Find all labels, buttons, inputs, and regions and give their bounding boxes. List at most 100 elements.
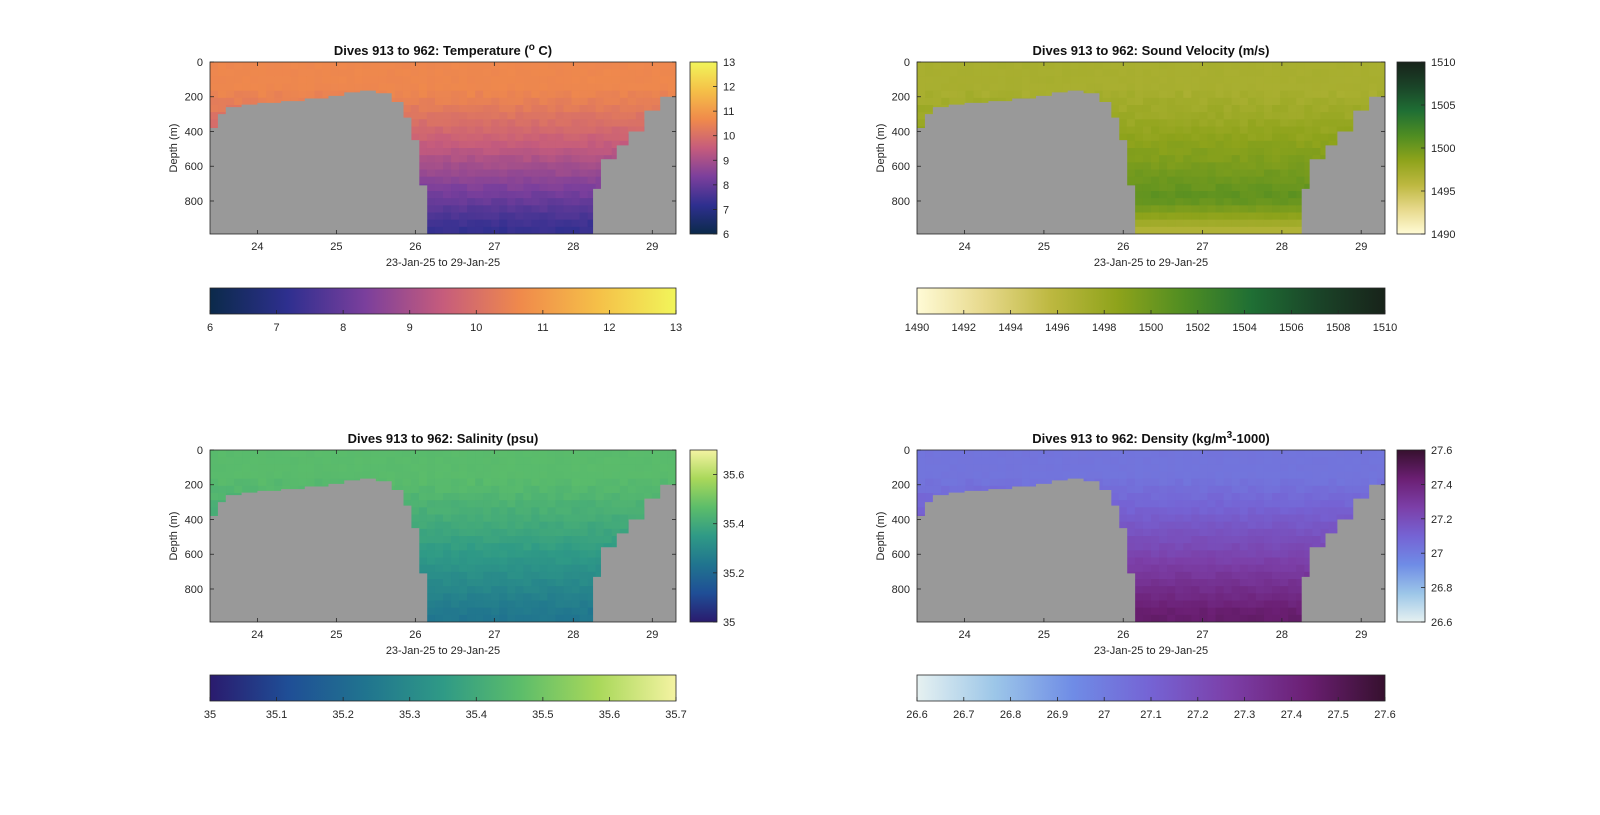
data-cell — [434, 557, 444, 566]
data-cell — [459, 450, 468, 458]
data-cell — [402, 62, 412, 70]
data-cell — [595, 119, 605, 128]
data-cell — [587, 471, 597, 480]
data-cell — [1159, 176, 1168, 185]
data-cell — [611, 140, 621, 149]
data-cell — [443, 148, 452, 156]
data-cell — [1175, 97, 1184, 106]
data-cell — [451, 593, 460, 602]
data-cell — [539, 579, 549, 587]
data-cell — [1151, 183, 1160, 192]
data-cell — [451, 90, 460, 99]
data-cell — [1280, 90, 1289, 99]
data-cell — [274, 90, 283, 99]
colorbar-bottom-tick-label: 8 — [340, 322, 346, 334]
data-cell — [1005, 450, 1015, 458]
data-cell — [1239, 191, 1249, 199]
data-cell — [667, 83, 676, 92]
data-cell — [571, 457, 581, 465]
data-cell — [587, 450, 597, 458]
data-cell — [1255, 62, 1265, 70]
data-cell — [523, 140, 532, 149]
data-cell — [467, 464, 476, 473]
data-cell — [314, 62, 324, 70]
data-cell — [555, 119, 565, 128]
data-cell — [1005, 478, 1015, 487]
data-cell — [1134, 148, 1144, 156]
data-cell — [1086, 450, 1096, 458]
data-cell — [434, 478, 444, 487]
data-cell — [459, 97, 468, 106]
data-cell — [547, 191, 557, 199]
data-cell — [515, 62, 524, 70]
data-cell — [250, 478, 259, 487]
data-cell — [1191, 97, 1201, 106]
data-cell — [459, 493, 468, 501]
data-cell — [957, 76, 967, 85]
data-cell — [1207, 191, 1217, 199]
data-cell — [1288, 162, 1297, 171]
data-cell — [531, 119, 541, 128]
data-cell — [1207, 76, 1217, 85]
data-cell — [1021, 464, 1031, 473]
data-cell — [1296, 119, 1305, 128]
data-cell — [475, 579, 484, 587]
data-cell — [1239, 112, 1249, 120]
data-cell — [1110, 112, 1120, 120]
data-cell — [587, 600, 597, 609]
data-cell — [1094, 457, 1104, 465]
data-cell — [443, 140, 452, 149]
data-cell — [1118, 90, 1128, 99]
data-cell — [1078, 464, 1088, 473]
data-cell — [1280, 183, 1289, 192]
data-cell — [579, 90, 589, 99]
data-cell — [651, 76, 661, 85]
data-cell — [322, 478, 332, 487]
data-cell — [1021, 457, 1031, 465]
data-cell — [981, 485, 991, 494]
data-cell — [523, 162, 532, 171]
data-cell — [507, 126, 516, 135]
data-cell — [467, 543, 476, 551]
data-cell — [587, 528, 597, 537]
data-cell — [1175, 105, 1184, 113]
data-cell — [563, 521, 573, 530]
data-cell — [611, 536, 621, 544]
data-cell — [539, 593, 549, 602]
data-cell — [547, 579, 557, 587]
data-cell — [338, 62, 348, 70]
data-cell — [603, 514, 613, 523]
data-cell — [611, 464, 621, 473]
data-cell — [475, 212, 484, 221]
data-cell — [539, 212, 549, 221]
data-cell — [451, 226, 460, 234]
data-cell — [547, 550, 557, 559]
data-cell — [555, 191, 565, 199]
data-cell — [234, 478, 243, 487]
data-cell — [587, 607, 597, 616]
data-cell — [306, 76, 316, 85]
data-cell — [1142, 126, 1152, 135]
data-cell — [595, 148, 605, 156]
data-cell — [563, 76, 573, 85]
data-cell — [1199, 212, 1209, 221]
data-cell — [523, 97, 532, 106]
data-cell — [1223, 198, 1233, 206]
data-cell — [467, 162, 476, 171]
data-cell — [1046, 90, 1055, 99]
data-cell — [917, 76, 926, 85]
data-cell — [443, 485, 452, 494]
data-cell — [563, 464, 573, 473]
data-cell — [338, 457, 348, 465]
data-cell — [627, 97, 637, 106]
data-cell — [1280, 83, 1289, 92]
data-cell — [997, 69, 1007, 77]
data-cell — [1352, 69, 1362, 77]
data-cell — [579, 514, 589, 523]
data-cell — [1239, 69, 1249, 77]
data-cell — [1344, 69, 1354, 77]
data-cell — [499, 69, 508, 77]
data-cell — [547, 205, 557, 214]
data-cell — [434, 83, 444, 92]
data-cell — [587, 226, 597, 234]
